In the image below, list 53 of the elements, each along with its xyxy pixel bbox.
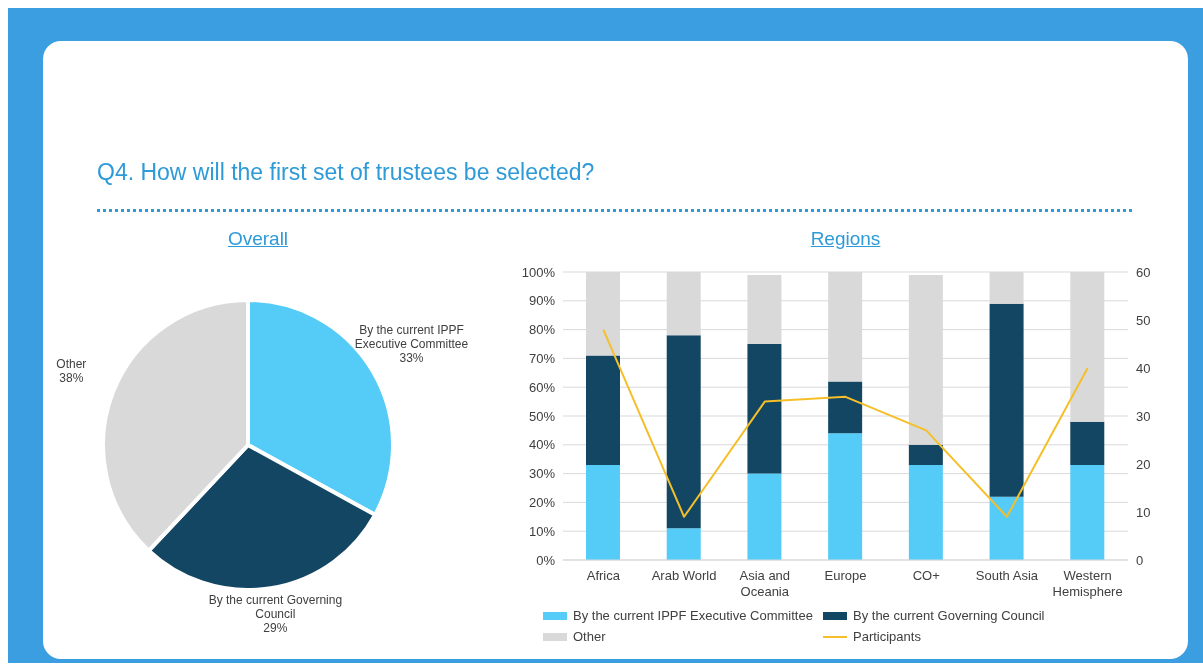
bar: [586, 464, 620, 560]
x-tick-label: Europe: [824, 568, 867, 583]
x-tick-label: Asia and Oceania: [739, 568, 791, 599]
bar: [586, 355, 620, 465]
y2-tick-label: 20: [1136, 456, 1151, 472]
legend-label: Participants: [853, 629, 921, 644]
bar: [989, 496, 1024, 560]
y2-tick-label: 60: [1136, 264, 1151, 280]
slice-label: Other: [56, 357, 87, 372]
chart-title: Overall: [226, 228, 290, 250]
bar: [989, 303, 1024, 497]
x-tick-label: Western Hemisphere: [1052, 568, 1123, 599]
y-tick-label: 0%: [536, 552, 556, 568]
slice-label: By the current IPPF Executive Committee: [354, 323, 469, 352]
data-label: 38%: [59, 371, 84, 386]
bar: [666, 528, 701, 560]
y-tick-label: 100%: [521, 264, 556, 280]
y-tick-label: 80%: [528, 322, 556, 338]
y-tick-label: 60%: [528, 379, 556, 395]
y2-tick-label: 40: [1136, 360, 1151, 376]
data-label: 33%: [399, 351, 424, 366]
bar: [747, 473, 782, 560]
legend-label: By the current IPPF Executive Committee: [573, 608, 813, 623]
bar: [908, 464, 943, 560]
y2-tick-label: 50: [1136, 312, 1151, 328]
bar: [666, 335, 701, 529]
slice-label: By the current Governing Council: [208, 592, 343, 621]
bar: [828, 433, 863, 560]
bar: [1070, 421, 1105, 465]
bar: [908, 444, 943, 465]
y2-tick-label: 30: [1136, 408, 1151, 424]
data-label: 29%: [263, 620, 288, 635]
y-tick-label: 40%: [528, 437, 556, 453]
legend-label: By the current Governing Council: [853, 608, 1045, 623]
bar: [747, 344, 782, 474]
x-tick-label: Africa: [586, 568, 621, 583]
y-tick-label: 20%: [528, 495, 556, 511]
y-tick-label: 10%: [528, 523, 556, 539]
x-tick-label: CO+: [912, 568, 940, 583]
bar: [1070, 464, 1105, 560]
bar: [828, 381, 863, 434]
x-tick-label: South Asia: [975, 568, 1039, 583]
legend-label: Other: [573, 629, 606, 644]
text: Q4. How will the first set of trustees be selected?: [97, 159, 595, 186]
x-tick-label: Arab World: [651, 568, 717, 583]
y-tick-label: 30%: [528, 466, 556, 482]
y-tick-label: 90%: [528, 293, 556, 309]
y2-tick-label: 10: [1136, 504, 1151, 520]
chart-title: Regions: [809, 228, 882, 250]
y-tick-label: 50%: [528, 408, 556, 424]
line-series: [602, 328, 1089, 518]
y2-tick-label: 0: [1136, 552, 1144, 568]
y-tick-label: 70%: [528, 351, 556, 367]
